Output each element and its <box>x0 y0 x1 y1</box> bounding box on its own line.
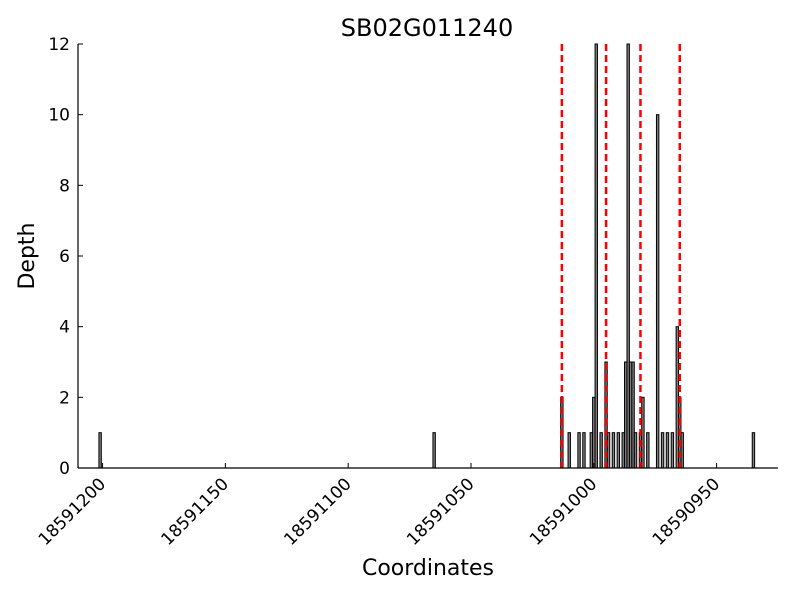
marker-lines-layer <box>560 44 681 468</box>
y-tick-label: 0 <box>59 459 70 479</box>
depth-bar <box>616 432 621 469</box>
x-tick-label: 18591150 <box>158 474 233 549</box>
y-tick-label: 2 <box>59 388 70 408</box>
depth-bar <box>432 432 436 469</box>
depth-bar <box>633 432 638 469</box>
x-axis-label: Coordinates <box>362 556 494 581</box>
depth-bar <box>599 432 603 469</box>
x-tick-label: 18591000 <box>526 474 601 549</box>
depth-bar <box>641 396 645 469</box>
depth-bar <box>680 432 684 469</box>
depth-bar <box>606 432 611 469</box>
x-tick-label: 18591050 <box>403 474 478 549</box>
y-ticks: 0 2 4 6 8 10 12 <box>48 35 83 479</box>
y-tick-label: 12 <box>48 35 70 55</box>
depth-bar <box>670 432 675 469</box>
depth-bar <box>646 432 650 469</box>
depth-bar <box>751 432 756 469</box>
x-tick-label: 18590950 <box>649 474 724 549</box>
depth-bar <box>567 432 571 469</box>
depth-bar <box>660 432 665 469</box>
depth-bar <box>98 432 102 469</box>
depth-bar <box>577 432 581 469</box>
depth-bar <box>594 43 598 469</box>
depth-bar <box>582 432 586 469</box>
y-axis-label: Depth <box>15 222 40 289</box>
y-tick-label: 10 <box>48 106 70 126</box>
y-tick-label: 8 <box>59 176 70 196</box>
depth-bar <box>655 114 660 469</box>
x-tick-label: 18591100 <box>280 474 355 549</box>
bars-layer <box>98 43 756 469</box>
plot-area: 0 2 4 6 8 10 12 18591200 18591150 18591100 185910… <box>35 35 778 550</box>
depth-bar <box>665 432 670 469</box>
x-tick-label: 18591200 <box>35 474 110 549</box>
y-tick-label: 6 <box>59 247 70 267</box>
x-ticks: 18591200 18591150 18591100 18591050 18591000… <box>35 463 724 550</box>
chart-title: SB02G011240 <box>341 14 513 42</box>
depth-bar <box>611 432 616 469</box>
y-tick-label: 4 <box>59 318 70 338</box>
